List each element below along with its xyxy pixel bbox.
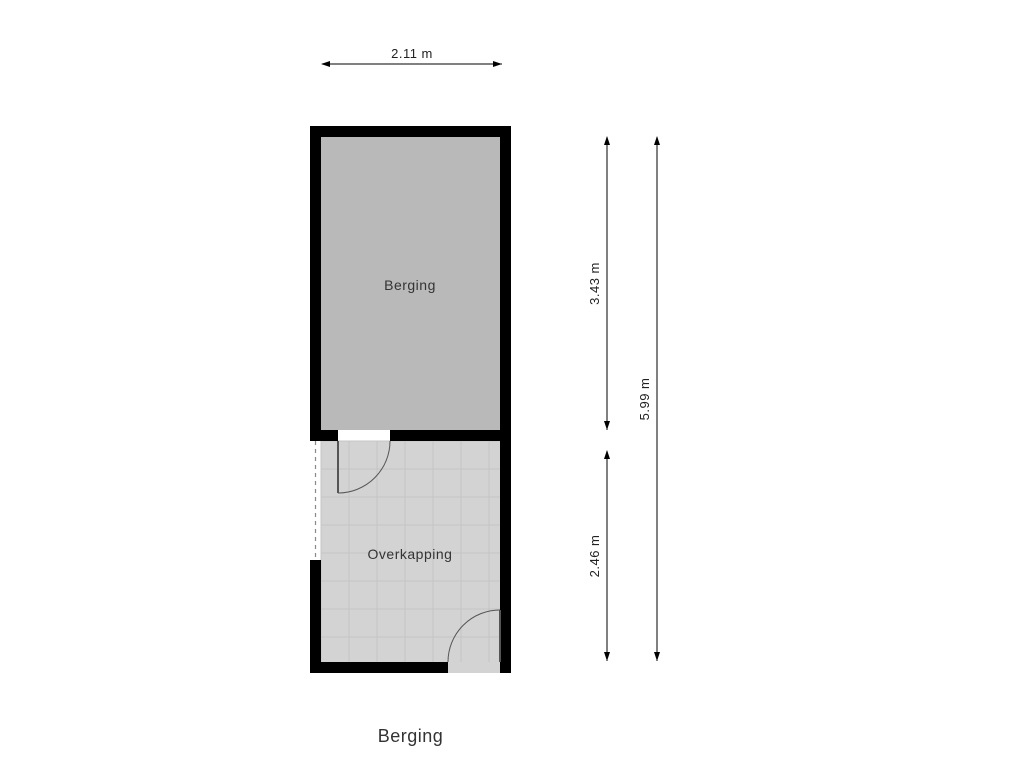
wall-mid-left bbox=[321, 430, 338, 441]
wall-left-upper bbox=[310, 126, 321, 441]
dim-top-label: 2.11 m bbox=[391, 46, 433, 61]
wall-right bbox=[500, 126, 511, 673]
dim-rtotal-label: 5.99 m bbox=[637, 378, 652, 421]
floorplan-canvas: Berging Overkapping 2.11 m 3.43 m 2.46 m 5.99… bbox=[0, 0, 1024, 768]
label-overkapping: Overkapping bbox=[368, 546, 453, 562]
wall-left-lower bbox=[310, 560, 321, 673]
dim-r2-label: 2.46 m bbox=[587, 535, 602, 578]
wall-top bbox=[310, 126, 511, 137]
wall-mid-right bbox=[390, 430, 500, 441]
label-berging: Berging bbox=[384, 277, 436, 293]
plan-title: Berging bbox=[378, 726, 444, 746]
dim-r1-label: 3.43 m bbox=[587, 262, 602, 305]
